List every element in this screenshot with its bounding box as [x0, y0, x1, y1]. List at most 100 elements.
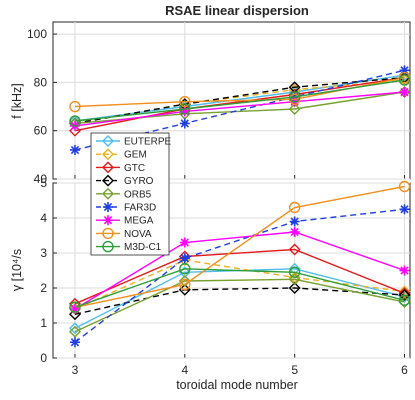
- data-point: [289, 216, 300, 227]
- legend-item-m3d-c1: M3D-C1: [96, 240, 162, 253]
- series-line: [74, 185, 405, 308]
- x-axis-label: toroidal mode number: [176, 378, 298, 392]
- legend-marker: [102, 135, 114, 147]
- data-point: [69, 115, 81, 127]
- data-point: [398, 294, 411, 306]
- y-tick-label: 40: [34, 172, 48, 186]
- data-point: [399, 87, 410, 98]
- data-point: [288, 91, 301, 103]
- data-point: [288, 273, 301, 286]
- data-point: [178, 275, 191, 287]
- data-point: [398, 180, 411, 193]
- data-point: [68, 322, 81, 335]
- legend-item-orb5: ORB5: [96, 187, 152, 200]
- data-point: [399, 265, 410, 276]
- series-line: [74, 268, 405, 308]
- y-tick-label: 60: [34, 124, 48, 138]
- growth-rate-series: [68, 180, 411, 348]
- y-tick-label: 100: [27, 27, 47, 41]
- series-line: [74, 91, 405, 127]
- data-point: [398, 296, 411, 308]
- data-point: [289, 227, 300, 237]
- legend-marker: [102, 240, 114, 253]
- legend-item-mega: MEGA: [96, 215, 154, 227]
- x-tick-label: 4: [181, 363, 188, 377]
- growth-rate-y-label: γ [10⁴/s: [10, 249, 24, 291]
- y-tick-label: 80: [34, 75, 48, 89]
- data-point: [288, 266, 301, 278]
- frequency-panel: 40 60 80 100 f [kHz]: [10, 21, 411, 186]
- legend-marker: [102, 161, 114, 174]
- data-point: [288, 102, 301, 115]
- chart-title: RSAE linear dispersion: [165, 3, 309, 18]
- series-mega: [69, 227, 410, 314]
- data-point: [179, 278, 191, 291]
- legend-item-gtc: GTC: [96, 161, 145, 174]
- legend-item-far3d: FAR3D: [96, 202, 156, 214]
- legend-item-nova: NOVA: [96, 227, 152, 240]
- series-line: [74, 69, 405, 151]
- series-line: [74, 278, 405, 333]
- data-point: [179, 237, 190, 248]
- y-tick-label: 0: [40, 351, 47, 365]
- legend-label: GEM: [124, 150, 147, 161]
- data-point: [179, 96, 191, 108]
- data-point: [179, 263, 191, 275]
- series-m3d-c1: [69, 263, 411, 313]
- data-point: [68, 325, 81, 338]
- legend-label: ORB5: [124, 189, 152, 200]
- data-point: [69, 100, 81, 113]
- legend-label: GTC: [124, 163, 145, 174]
- y-tick-label: 2: [40, 281, 47, 295]
- frequency-y-label: f [kHz]: [10, 83, 24, 118]
- data-point: [398, 287, 411, 300]
- frequency-tick-labels: 40 60 80 100: [27, 27, 47, 186]
- series-far3d: [69, 204, 410, 348]
- series-orb5: [68, 273, 411, 338]
- legend-marker: [102, 227, 114, 240]
- legend-label: GYRO: [124, 176, 154, 187]
- legend-label: MEGA: [124, 216, 154, 227]
- series-line: [74, 231, 405, 310]
- series-line: [74, 79, 405, 122]
- data-point: [179, 103, 191, 115]
- legend-item-gyro: GYRO: [96, 174, 154, 187]
- y-tick-label: 4: [40, 211, 47, 225]
- series-m3d-c1: [69, 74, 411, 127]
- legend-marker: [103, 215, 113, 226]
- data-point: [288, 282, 301, 294]
- legend-label: EUTERPE: [124, 137, 172, 148]
- data-point: [288, 201, 301, 214]
- legend: EUTERPE GEM GTC GYRO ORB5 FAR3D MEGA NOVA M3D-C1: [90, 132, 172, 256]
- legend-item-gem: GEM: [96, 148, 147, 161]
- data-point: [179, 253, 190, 264]
- data-point: [69, 145, 80, 156]
- legend-marker: [102, 148, 114, 161]
- series-line: [74, 76, 405, 125]
- y-tick-label: 1: [40, 316, 47, 330]
- frequency-series: [68, 65, 411, 156]
- legend-marker: [102, 174, 114, 187]
- legend-marker: [103, 202, 113, 212]
- data-point: [69, 337, 80, 348]
- legend-item-euterpe: EUTERPE: [96, 135, 172, 148]
- series-line: [74, 248, 405, 305]
- data-point: [288, 243, 301, 256]
- x-tick-label: 5: [291, 363, 298, 377]
- data-point: [399, 204, 410, 215]
- series-line: [74, 259, 405, 310]
- y-tick-label: 5: [40, 176, 47, 190]
- data-point: [179, 106, 190, 117]
- legend-label: M3D-C1: [124, 242, 162, 253]
- growth-rate-tick-labels: 3 4 5 6 0 1 2 3 4 5: [40, 176, 408, 377]
- legend-marker: [102, 187, 114, 200]
- x-tick-label: 6: [401, 363, 408, 377]
- y-tick-label: 3: [40, 246, 47, 260]
- growth-rate-panel: 3 4 5 6 0 1 2 3 4 5 γ [10⁴/s toroidal mode number: [10, 176, 411, 392]
- series-line: [74, 76, 405, 132]
- data-point: [398, 74, 411, 86]
- legend-label: NOVA: [124, 229, 152, 240]
- x-tick-label: 3: [72, 363, 79, 377]
- data-point: [179, 118, 190, 129]
